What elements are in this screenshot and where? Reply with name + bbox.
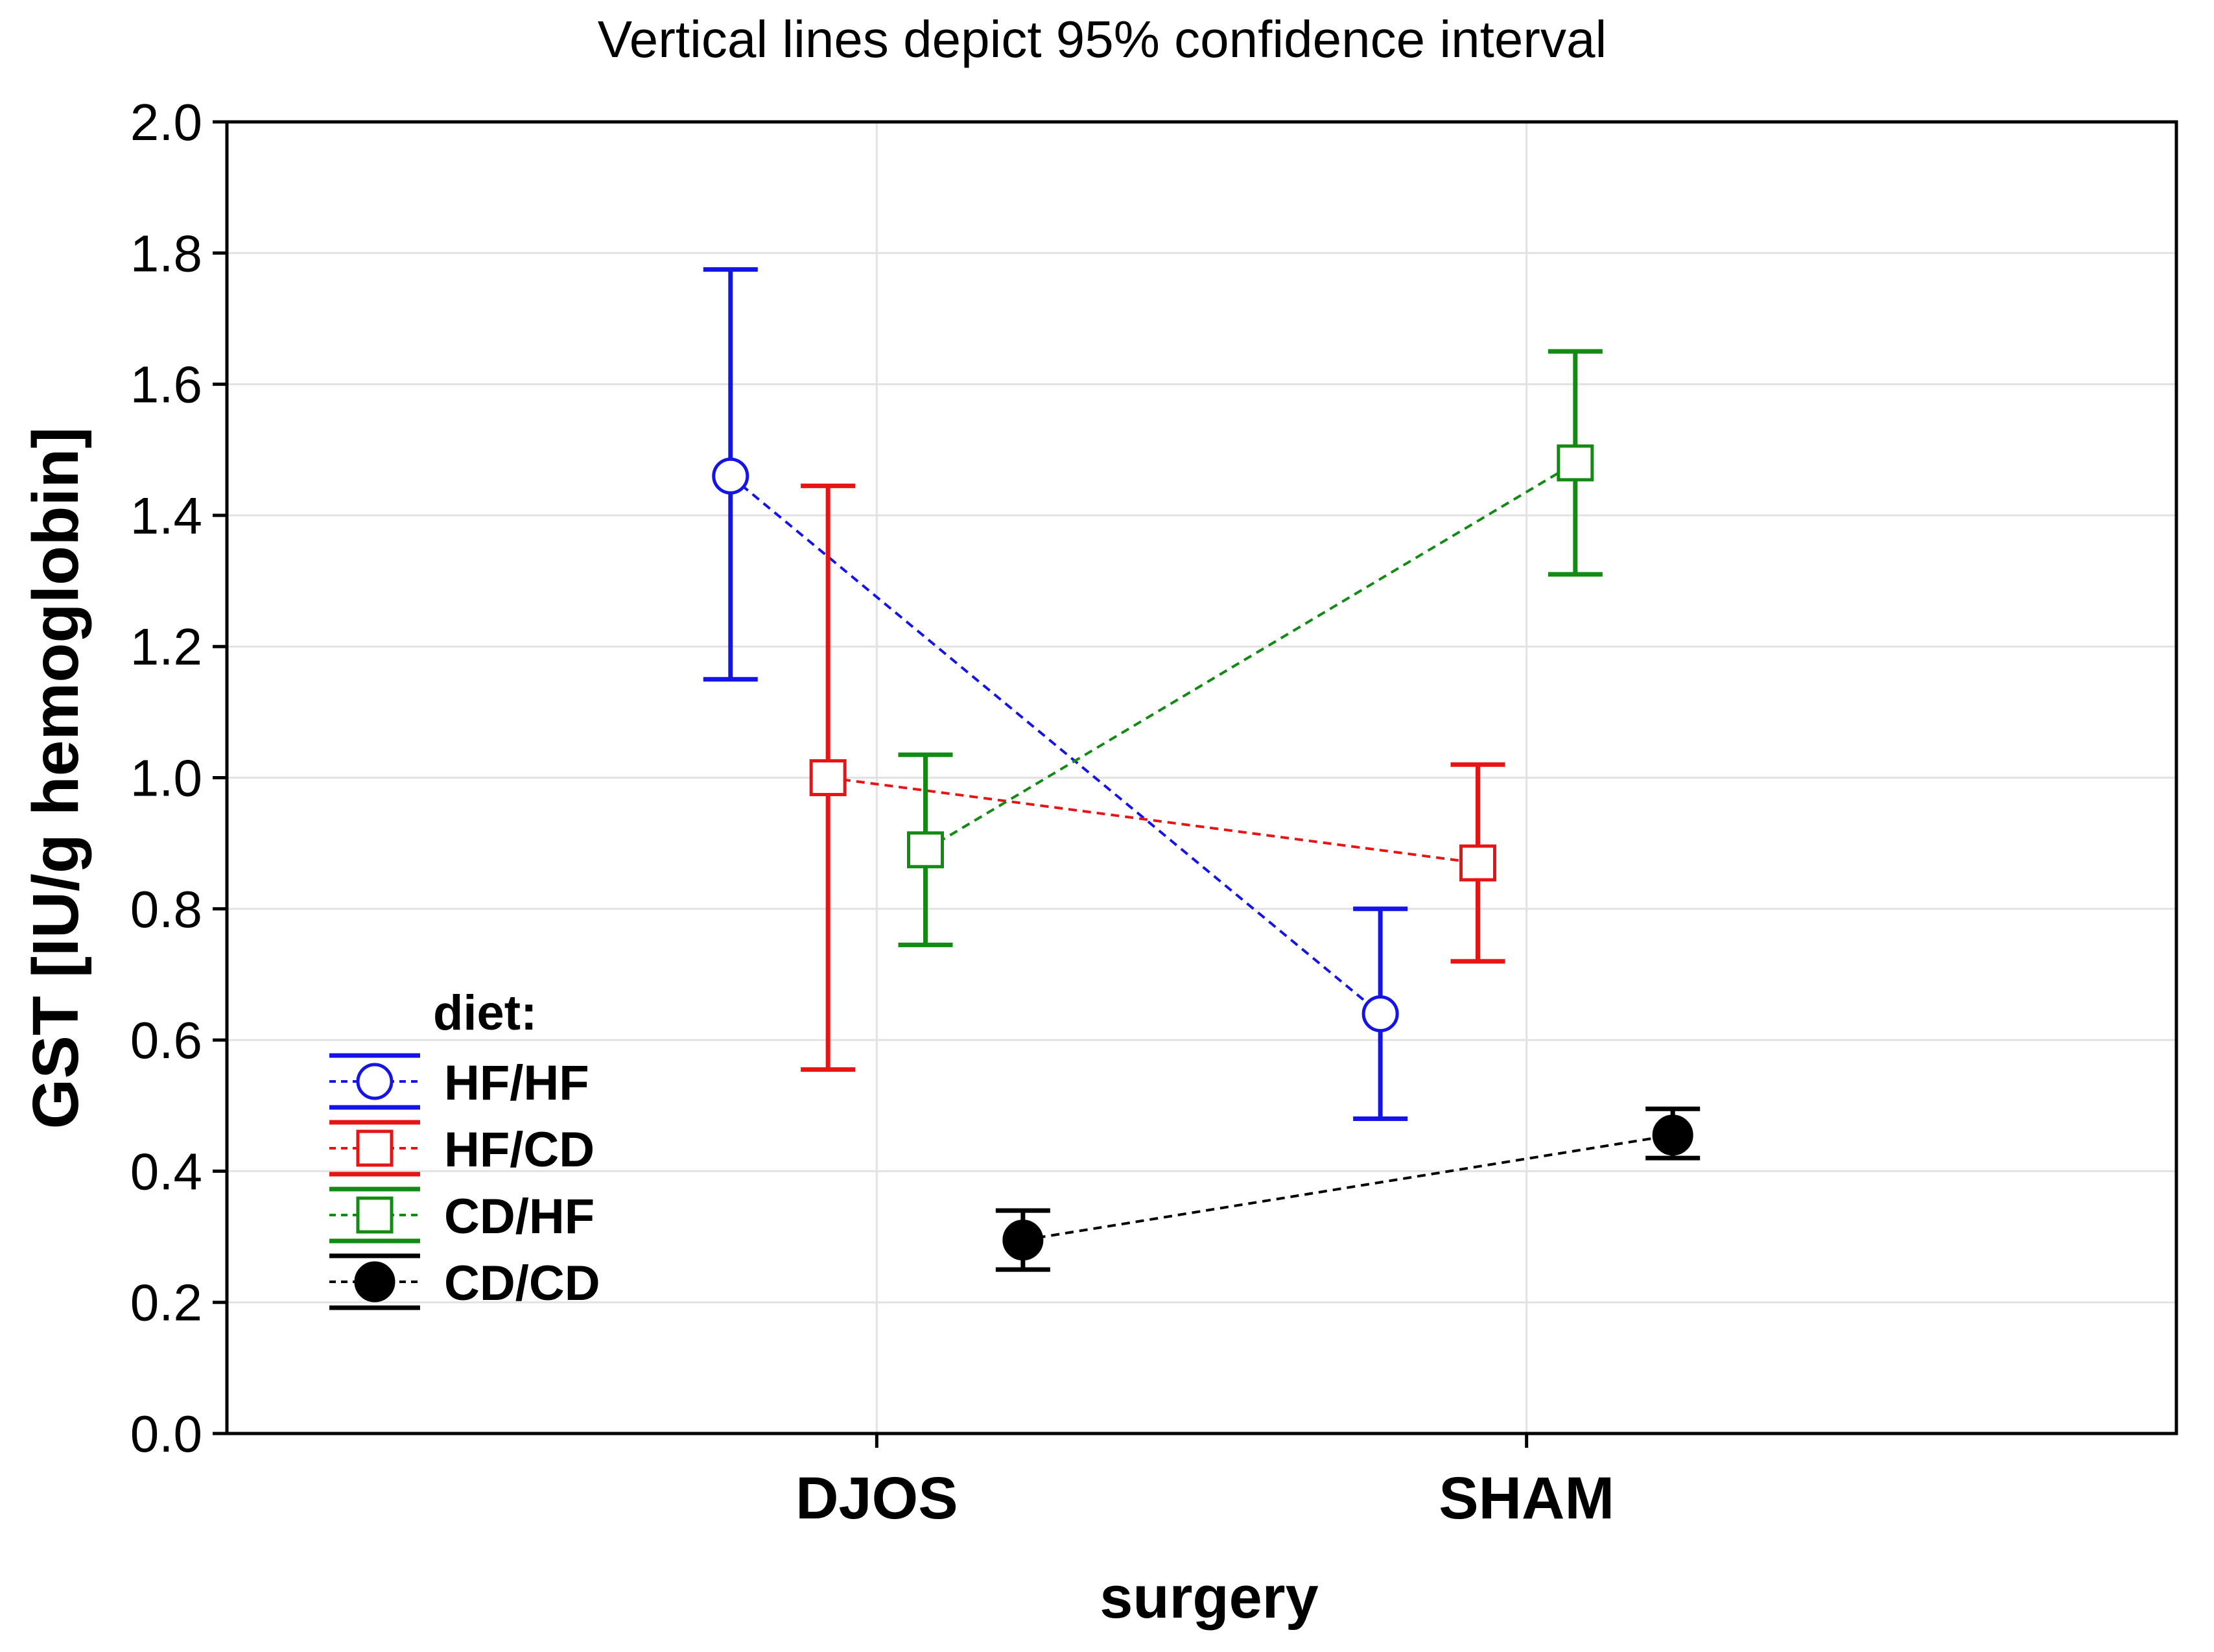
y-tick-label: 0.0 [130,1405,202,1463]
series-hf-hf [703,267,1408,1121]
x-tick-label: SHAM [1439,1465,1614,1531]
x-axis-label: surgery [1100,1564,1319,1631]
data-point [907,831,945,869]
legend-item: HF/CD [329,1120,595,1177]
data-point [1459,844,1496,882]
series-cd-hf [898,349,1603,947]
x-tick-label: DJOS [795,1465,958,1531]
y-axis-label: GST [IU/g hemoglobin] [19,427,92,1129]
series-layer [703,267,1701,1272]
series-connector [1022,1133,1673,1242]
series-connector [827,776,1478,864]
legend-marker [356,1129,394,1167]
legend-item: HF/HF [329,1053,589,1111]
series-cd-cd [995,1106,1701,1272]
data-point [1361,995,1399,1033]
legend-label: CD/HF [444,1189,595,1244]
data-point [1002,1220,1044,1261]
y-axis: 0.0 0.2 0.4 0.6 0.8 1.0 1.2 1.4 1.6 1.8 2.0 [130,93,227,1463]
data-point [1652,1115,1693,1156]
grid [227,122,2176,1434]
data-point [712,457,749,495]
legend-item: CD/HF [329,1186,595,1244]
legend-label: HF/CD [444,1122,595,1177]
series-connector [924,462,1576,851]
y-tick-label: 1.4 [130,487,202,545]
series-hf-cd [801,483,1505,1072]
y-tick-label: 0.8 [130,880,202,938]
legend-marker [354,1261,395,1303]
data-point [1557,444,1594,482]
chart-title: Vertical lines depict 95% confidence int… [598,10,1607,68]
data-point [809,759,847,796]
y-tick-label: 1.8 [130,224,202,282]
legend-marker [356,1196,394,1234]
y-tick-label: 0.2 [130,1274,202,1332]
y-tick-label: 0.6 [130,1011,202,1069]
y-tick-label: 2.0 [130,93,202,151]
legend: diet: HF/HF HF/CD CD/HF CD/CD [329,985,600,1311]
legend-item: CD/CD [329,1253,600,1311]
y-tick-label: 1.0 [130,749,202,807]
y-tick-label: 1.2 [130,618,202,676]
y-tick-label: 0.4 [130,1142,202,1200]
legend-label: HF/HF [444,1056,589,1111]
x-axis: DJOS SHAM [795,1434,1614,1531]
legend-marker [356,1063,394,1100]
legend-label: CD/CD [444,1256,600,1311]
y-tick-label: 1.6 [130,356,202,414]
legend-title: diet: [433,985,537,1041]
series-connector [729,475,1382,1015]
